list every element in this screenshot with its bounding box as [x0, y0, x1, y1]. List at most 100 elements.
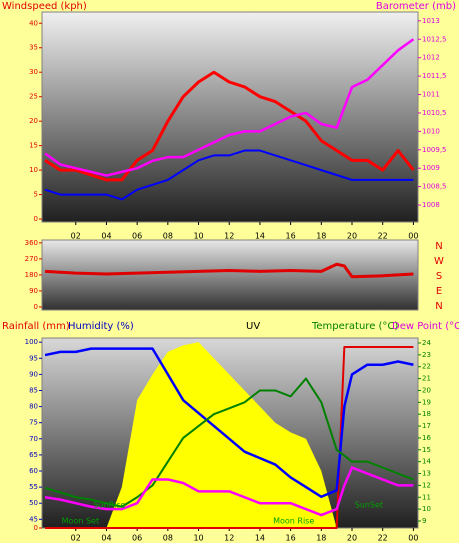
series-line	[44, 347, 414, 499]
y-tick-label: 1009,5	[422, 146, 447, 154]
series-line	[44, 377, 414, 508]
y-tick-label: 50	[29, 499, 38, 507]
x-tick-label: 14	[255, 534, 265, 543]
x-tick-label: 18	[316, 232, 326, 241]
x-tick-label: 18	[316, 534, 326, 543]
y-tick-label: 0	[34, 303, 38, 311]
y-tick-label: 1008,5	[422, 183, 447, 191]
y-tick-label: 17	[422, 422, 431, 430]
axis-title: Dew Point (°C)	[392, 321, 459, 332]
annotation: SunSet	[355, 501, 383, 510]
x-tick-label: 02	[71, 534, 81, 543]
series-line	[44, 70, 415, 182]
x-tick-label: 02	[71, 232, 81, 241]
y-tick-label: 35	[29, 44, 38, 52]
compass-label: S	[436, 271, 442, 282]
x-tick-label: 06	[132, 232, 142, 241]
y-tick-label: 90	[29, 370, 38, 378]
y-tick-label: 65	[29, 451, 38, 459]
y-tick-label: 11	[422, 493, 431, 501]
y-tick-label: 95	[29, 354, 38, 362]
x-tick-label: 22	[378, 534, 388, 543]
series-line	[45, 346, 414, 529]
y-tick-label: 19	[422, 398, 431, 406]
x-tick-label: 04	[101, 232, 111, 241]
y-tick-label: 0	[34, 524, 38, 532]
compass-label: N	[435, 241, 442, 252]
y-tick-label: 100	[25, 338, 38, 346]
x-tick-label: 16	[286, 534, 296, 543]
axis-title: Temperature (°C)	[311, 321, 398, 332]
y-tick-label: 22	[422, 363, 431, 371]
y-tick-label: 180	[25, 271, 38, 279]
y-tick-label: 360	[25, 239, 38, 247]
y-tick-label: 20	[29, 117, 38, 125]
y-tick-label: 25	[29, 93, 38, 101]
y-tick-label: 1008	[422, 201, 440, 209]
series-line	[44, 149, 414, 201]
y-tick-label: 10	[29, 166, 38, 174]
series-line	[44, 262, 414, 279]
axis-title: Windspeed (kph)	[2, 1, 87, 12]
x-tick-label: 16	[286, 232, 296, 241]
x-tick-label: 14	[255, 232, 265, 241]
x-tick-label: 00	[408, 534, 418, 543]
y-tick-label: 1012	[422, 54, 440, 62]
x-tick-label: 22	[378, 232, 388, 241]
y-tick-label: 1010	[422, 127, 440, 135]
y-tick-label: 10	[422, 505, 431, 513]
y-tick-label: 75	[29, 419, 38, 427]
compass-label: E	[436, 286, 442, 297]
y-tick-label: 13	[422, 470, 431, 478]
compass-label: W	[434, 256, 444, 267]
axis-title: Barometer (mb)	[376, 1, 456, 12]
x-tick-label: 08	[163, 232, 173, 241]
y-tick-label: 60	[29, 467, 38, 475]
axis-title: Humidity (%)	[68, 321, 134, 332]
y-tick-label: 1013	[422, 17, 440, 25]
plot-area	[41, 11, 419, 223]
y-tick-label: 16	[422, 434, 431, 442]
series-line	[44, 38, 415, 177]
annotation: SunRise	[93, 501, 125, 510]
y-tick-label: 9	[422, 517, 426, 525]
x-tick-label: 06	[132, 534, 142, 543]
y-tick-label: 55	[29, 483, 38, 491]
series-line	[44, 466, 414, 517]
y-tick-label: 18	[422, 410, 431, 418]
y-tick-label: 90	[29, 287, 38, 295]
y-tick-label: 24	[422, 339, 431, 347]
x-tick-label: 10	[193, 534, 203, 543]
y-tick-label: 14	[422, 458, 431, 466]
y-tick-label: 20	[422, 386, 431, 394]
annotation: Moon Rise	[273, 517, 314, 526]
y-tick-label: 0	[34, 215, 38, 223]
compass-label: N	[435, 301, 442, 312]
y-tick-label: 15	[29, 142, 38, 150]
y-tick-label: 270	[25, 255, 38, 263]
y-tick-label: 85	[29, 386, 38, 394]
x-tick-label: 20	[347, 232, 357, 241]
y-tick-label: 15	[422, 446, 431, 454]
y-tick-label: 40	[29, 19, 38, 27]
y-tick-label: 80	[29, 403, 38, 411]
y-tick-label: 45	[29, 515, 38, 523]
y-tick-label: 30	[29, 68, 38, 76]
y-tick-label: 1010,5	[422, 109, 447, 117]
annotation: Moon Set	[62, 517, 99, 526]
y-tick-label: 12	[422, 481, 431, 489]
y-tick-label: 23	[422, 351, 431, 359]
area	[45, 342, 414, 528]
axis-title: Rainfall (mm)	[2, 321, 70, 332]
x-tick-label: 00	[408, 232, 418, 241]
y-tick-label: 1012,5	[422, 35, 447, 43]
x-tick-label: 12	[224, 232, 234, 241]
x-tick-label: 08	[163, 534, 173, 543]
x-tick-label: 10	[193, 232, 203, 241]
x-tick-label: 04	[101, 534, 111, 543]
x-tick-label: 20	[347, 534, 357, 543]
y-tick-label: 70	[29, 435, 38, 443]
y-tick-label: 1011	[422, 91, 440, 99]
axis-title: UV	[246, 321, 260, 332]
